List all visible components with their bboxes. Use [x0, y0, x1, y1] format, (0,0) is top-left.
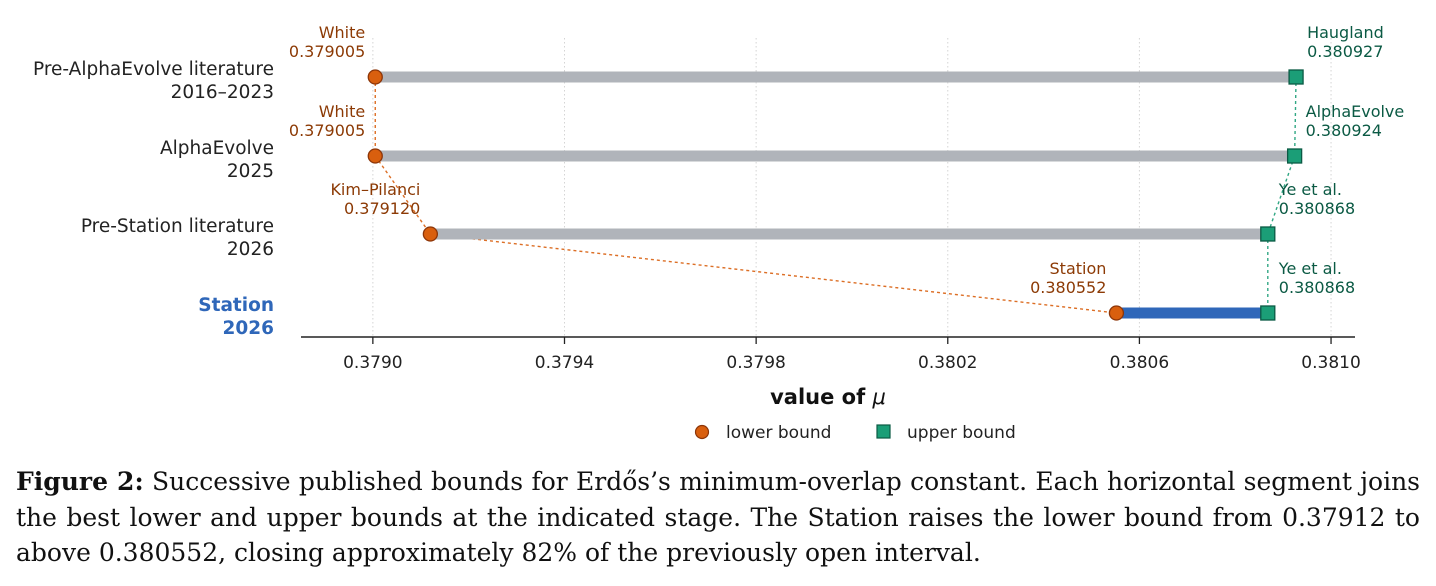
x-tick-label: 0.3798	[726, 353, 785, 373]
lower-bound-marker	[422, 226, 439, 242]
upper-bound-source: Haugland	[1307, 23, 1384, 42]
lower-bound-source: White	[319, 23, 366, 42]
row-label-line2: 2026	[223, 318, 275, 339]
lower-bound-value: 0.379005	[289, 121, 365, 140]
x-tick-label: 0.3790	[343, 353, 402, 373]
upper-bound-marker	[1288, 69, 1304, 85]
lower-bound-source: White	[319, 102, 366, 121]
upper-bound-value: 0.380927	[1307, 42, 1383, 61]
lower-bound-connector	[430, 233, 1117, 314]
grid-lines	[372, 38, 1332, 337]
x-tick-label: 0.3810	[1301, 353, 1360, 373]
legend: lower bound upper bound	[694, 423, 1016, 443]
lower-bound-marker	[1108, 305, 1125, 321]
legend-upper-bound-label: upper bound	[907, 423, 1016, 443]
upper-bound-marker	[1286, 148, 1303, 164]
upper-bound-value: 0.380868	[1279, 278, 1355, 297]
lower-bound-value: 0.379120	[344, 199, 420, 218]
lower-bound-connector	[374, 155, 431, 235]
upper-bound-connector	[1293, 76, 1297, 157]
row-label-line1: AlphaEvolve	[160, 138, 274, 159]
upper-bound-value: 0.380868	[1279, 199, 1355, 218]
row-label-line1: Pre-AlphaEvolve literature	[33, 59, 274, 80]
bound-markers	[367, 69, 1304, 321]
x-tick-label: 0.3794	[535, 353, 594, 373]
caption-prefix: Figure 2:	[16, 467, 144, 496]
bounds-chart: White0.379005Haugland0.380927White0.3790…	[33, 23, 1404, 443]
legend-upper-bound-marker	[876, 424, 891, 439]
lower-bound-value: 0.380552	[1030, 278, 1106, 297]
upper-bound-marker	[1260, 226, 1276, 242]
x-tick-label: 0.3806	[1110, 353, 1169, 373]
connector-lines	[374, 76, 1297, 314]
figure-caption: Figure 2: Successive published bounds fo…	[16, 464, 1420, 571]
row-label-line2: 2016–2023	[171, 82, 274, 103]
legend-lower-bound-label: lower bound	[726, 423, 831, 443]
lower-bound-value: 0.379005	[289, 42, 365, 61]
bound-annotations: White0.379005Haugland0.380927White0.3790…	[289, 23, 1404, 297]
upper-bound-source: Ye et al.	[1278, 180, 1342, 199]
upper-bound-connector	[1267, 155, 1296, 235]
row-label-line1: Station	[198, 295, 274, 316]
upper-bound-marker	[1260, 305, 1276, 321]
upper-bound-source: AlphaEvolve	[1306, 102, 1405, 121]
x-axis-label: value of μ	[770, 385, 886, 409]
x-axis: 0.3790 0.3794 0.3798 0.3802 0.3806 0.3810	[301, 336, 1361, 373]
legend-lower-bound-marker	[694, 424, 710, 440]
lower-bound-marker	[367, 148, 383, 164]
lower-bound-marker	[367, 69, 383, 85]
upper-bound-value: 0.380924	[1306, 121, 1382, 140]
x-tick-label: 0.3802	[918, 353, 977, 373]
row-label-line2: 2025	[227, 161, 274, 182]
row-label-line1: Pre-Station literature	[81, 216, 274, 237]
caption-text: Successive published bounds for Erdős’s …	[16, 467, 1421, 567]
lower-bound-source: Station	[1050, 259, 1107, 278]
row-label-line2: 2026	[227, 239, 274, 260]
range-bars	[375, 71, 1297, 319]
lower-bound-source: Kim–Pilanci	[330, 180, 420, 199]
upper-bound-source: Ye et al.	[1278, 259, 1342, 278]
x-axis-label-symbol: μ	[872, 385, 886, 409]
